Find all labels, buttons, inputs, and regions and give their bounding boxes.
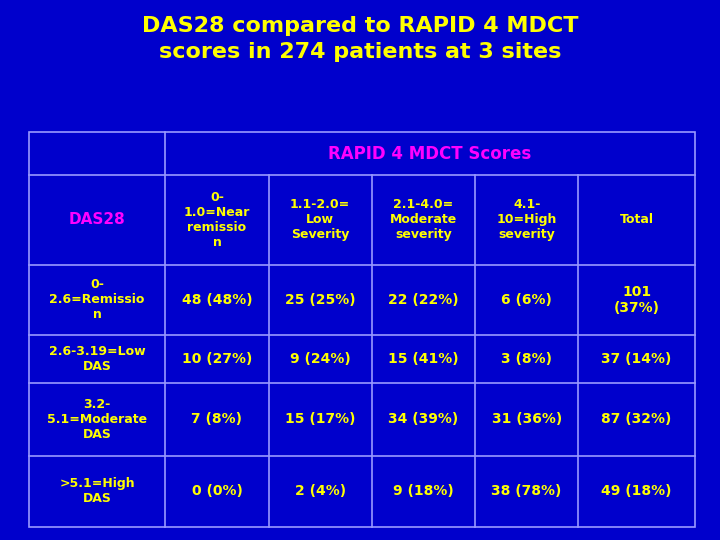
Text: 15 (17%): 15 (17%) — [285, 413, 356, 427]
Text: DAS28: DAS28 — [68, 212, 125, 227]
Text: 3.2-
5.1=Moderate
DAS: 3.2- 5.1=Moderate DAS — [47, 398, 147, 441]
Text: 2.6-3.19=Low
DAS: 2.6-3.19=Low DAS — [49, 345, 145, 373]
Text: 2 (4%): 2 (4%) — [294, 484, 346, 498]
Text: 31 (36%): 31 (36%) — [492, 413, 562, 427]
Text: 101
(37%): 101 (37%) — [613, 285, 660, 315]
Text: 2.1-4.0=
Moderate
severity: 2.1-4.0= Moderate severity — [390, 198, 457, 241]
Text: 0-
1.0=Near
remissio
n: 0- 1.0=Near remissio n — [184, 191, 250, 249]
Text: Total: Total — [619, 213, 654, 226]
Text: 0 (0%): 0 (0%) — [192, 484, 243, 498]
Text: 6 (6%): 6 (6%) — [501, 293, 552, 307]
Text: 87 (32%): 87 (32%) — [601, 413, 672, 427]
Text: 22 (22%): 22 (22%) — [388, 293, 459, 307]
Text: 48 (48%): 48 (48%) — [181, 293, 252, 307]
Bar — [29, 132, 695, 526]
Text: 9 (18%): 9 (18%) — [393, 484, 454, 498]
Text: 9 (24%): 9 (24%) — [289, 352, 351, 366]
Text: 25 (25%): 25 (25%) — [285, 293, 356, 307]
Text: >5.1=High
DAS: >5.1=High DAS — [59, 477, 135, 505]
Text: 3 (8%): 3 (8%) — [501, 352, 552, 366]
Text: 34 (39%): 34 (39%) — [388, 413, 459, 427]
Text: 49 (18%): 49 (18%) — [601, 484, 672, 498]
Text: 1.1-2.0=
Low
Severity: 1.1-2.0= Low Severity — [290, 198, 351, 241]
Text: DAS28 compared to RAPID 4 MDCT
scores in 274 patients at 3 sites: DAS28 compared to RAPID 4 MDCT scores in… — [142, 16, 578, 62]
Text: 7 (8%): 7 (8%) — [192, 413, 243, 427]
Text: 4.1-
10=High
severity: 4.1- 10=High severity — [497, 198, 557, 241]
Text: 15 (41%): 15 (41%) — [388, 352, 459, 366]
Text: 0-
2.6=Remissio
n: 0- 2.6=Remissio n — [50, 278, 145, 321]
Text: 38 (78%): 38 (78%) — [492, 484, 562, 498]
Text: 37 (14%): 37 (14%) — [601, 352, 672, 366]
Text: 10 (27%): 10 (27%) — [181, 352, 252, 366]
Text: RAPID 4 MDCT Scores: RAPID 4 MDCT Scores — [328, 145, 531, 163]
